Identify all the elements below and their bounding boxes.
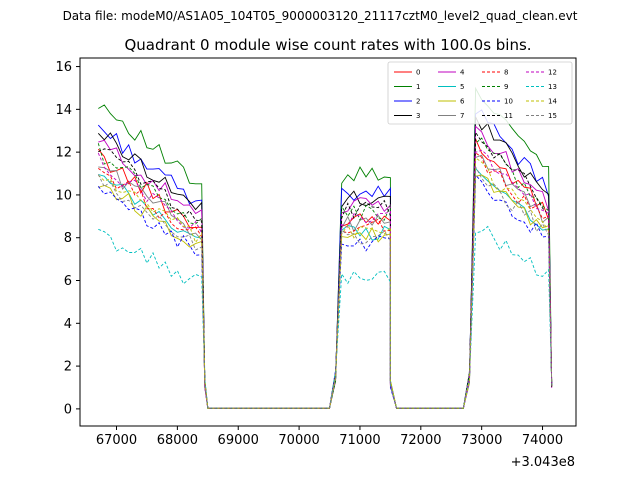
legend-label-15: 15 bbox=[548, 112, 557, 120]
x-tick-label: 68000 bbox=[157, 433, 198, 448]
legend-box bbox=[387, 61, 573, 125]
x-tick-label: 74000 bbox=[522, 433, 563, 448]
series-line-4 bbox=[98, 125, 553, 409]
y-tick-label: 10 bbox=[55, 188, 72, 203]
series-line-8 bbox=[98, 151, 553, 409]
y-tick-label: 2 bbox=[64, 360, 72, 375]
x-tick-label: 73000 bbox=[461, 433, 502, 448]
series-line-11 bbox=[98, 130, 553, 409]
legend-label-7: 7 bbox=[460, 112, 464, 120]
y-tick-label: 16 bbox=[55, 60, 72, 75]
legend-label-5: 5 bbox=[460, 83, 464, 91]
x-tick-label: 69000 bbox=[218, 433, 259, 448]
legend-label-0: 0 bbox=[416, 69, 420, 77]
legend-label-6: 6 bbox=[460, 98, 465, 106]
x-tick-label: 71000 bbox=[339, 433, 380, 448]
x-axis-offset-label: +3.043e8 bbox=[511, 455, 575, 470]
legend-label-8: 8 bbox=[504, 69, 508, 77]
series-layer bbox=[97, 86, 553, 409]
legend-label-14: 14 bbox=[548, 98, 557, 106]
x-tick-label: 67000 bbox=[96, 433, 137, 448]
legend-label-12: 12 bbox=[548, 69, 557, 77]
series-line-14 bbox=[97, 157, 553, 409]
series-line-6 bbox=[98, 174, 553, 409]
series-line-3 bbox=[97, 116, 553, 409]
axes-frame bbox=[79, 57, 577, 427]
series-line-7 bbox=[98, 154, 553, 409]
legend-label-10: 10 bbox=[504, 98, 513, 106]
y-tick-label: 8 bbox=[64, 231, 72, 246]
series-line-9 bbox=[97, 137, 553, 409]
chart-suptitle: Data file: modeM0/AS1A05_104T05_90000031… bbox=[63, 9, 578, 23]
x-tick-label: 72000 bbox=[400, 433, 441, 448]
y-tick-label: 4 bbox=[64, 317, 72, 332]
series-line-12 bbox=[97, 149, 553, 409]
chart-title: Quadrant 0 module wise count rates with … bbox=[124, 36, 531, 54]
y-tick-label: 6 bbox=[64, 274, 72, 289]
legend-label-4: 4 bbox=[460, 69, 465, 77]
series-line-13 bbox=[98, 225, 553, 409]
x-tick-label: 70000 bbox=[278, 433, 319, 448]
legend-label-13: 13 bbox=[548, 83, 557, 91]
legend-label-9: 9 bbox=[504, 83, 508, 91]
y-tick-label: 0 bbox=[64, 402, 72, 417]
axes-layer: 67000 68000 69000 70000 71000 72000 73000 74000… bbox=[55, 57, 577, 448]
legend-label-2: 2 bbox=[416, 98, 420, 106]
legend-label-3: 3 bbox=[416, 112, 420, 120]
y-tick-label: 14 bbox=[55, 103, 72, 118]
y-tick-label: 12 bbox=[55, 146, 72, 161]
series-line-10 bbox=[97, 173, 553, 409]
legend-label-11: 11 bbox=[504, 112, 513, 120]
series-line-15 bbox=[97, 165, 553, 409]
legend-label-1: 1 bbox=[416, 83, 420, 91]
